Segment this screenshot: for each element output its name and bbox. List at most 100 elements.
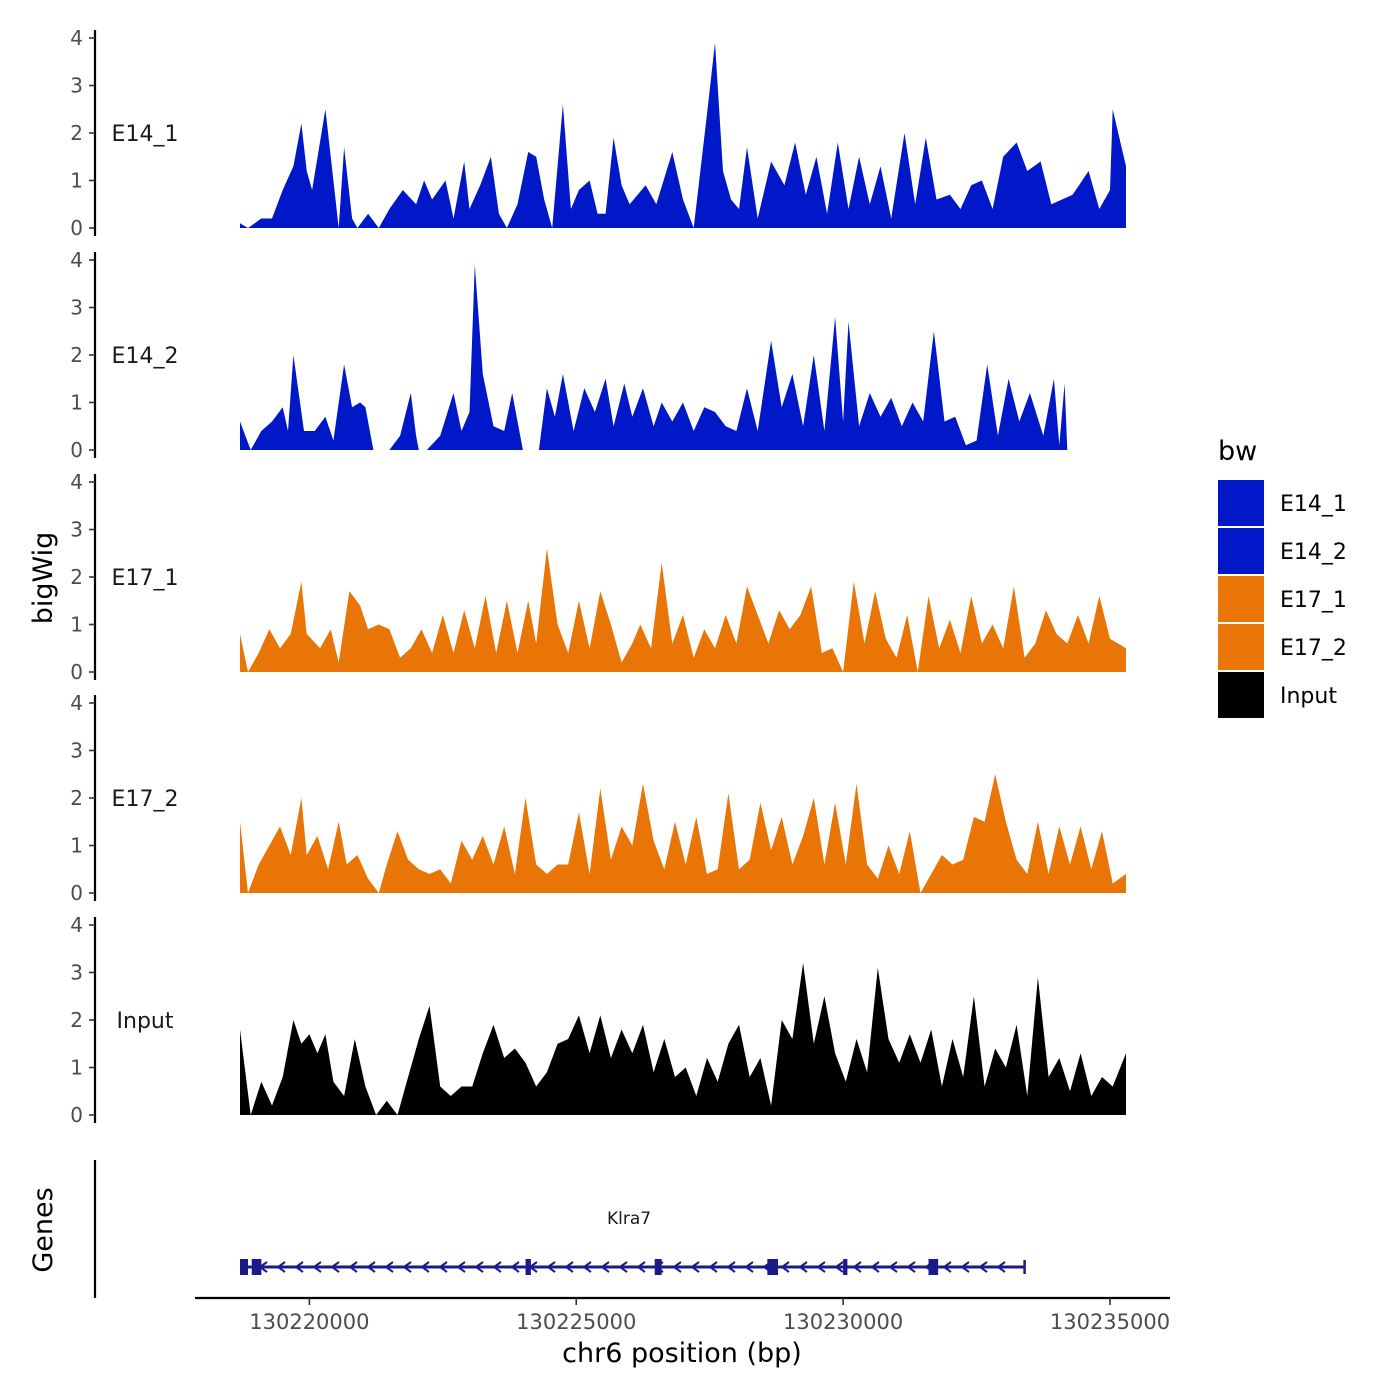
- legend-label: E17_2: [1280, 636, 1347, 661]
- strand-arrow: [870, 1261, 880, 1273]
- y-tick-label: 4: [70, 913, 83, 937]
- strand-arrow: [726, 1261, 736, 1273]
- x-axis: 130220000 130225000 130230000 130235000: [195, 1296, 1170, 1334]
- strand-arrow: [906, 1261, 916, 1273]
- exon: [843, 1259, 848, 1275]
- strand-arrow: [744, 1261, 754, 1273]
- y-tick-label: 2: [70, 343, 83, 367]
- x-tick-label: 130220000: [249, 1310, 369, 1334]
- y-tick-label: 1: [70, 169, 83, 193]
- legend-label: E14_1: [1280, 492, 1347, 517]
- strand-arrow: [456, 1261, 466, 1273]
- y-tick-label: 3: [70, 961, 83, 985]
- strand-arrow: [330, 1261, 340, 1273]
- track-E14_2: 0 1 2 3 4 E14_2: [70, 248, 1068, 462]
- y-tick-label: 3: [70, 296, 83, 320]
- track-E14_1: 0 1 2 3 4 E14_1: [70, 26, 1126, 240]
- y-tick-label: 4: [70, 248, 83, 272]
- legend-swatch: [1218, 480, 1264, 526]
- strand-arrow: [852, 1261, 862, 1273]
- strand-arrow: [384, 1261, 394, 1273]
- signal-area-E14_1: [240, 42, 1126, 228]
- y-tick-label: 4: [70, 470, 83, 494]
- strand-arrow: [942, 1261, 952, 1273]
- legend: bw E14_1 E14_2 E17_1 E17_2 Input: [1218, 436, 1347, 718]
- strand-arrow: [276, 1261, 286, 1273]
- track-label: E14_2: [112, 344, 179, 369]
- track-label: E14_1: [112, 122, 179, 147]
- y-tick-label: 0: [70, 438, 83, 462]
- strand-arrow: [780, 1261, 790, 1273]
- signal-area-E17_2: [240, 774, 1126, 893]
- y-tick-label: 3: [70, 74, 83, 98]
- legend-swatch: [1218, 624, 1264, 670]
- y-tick-label: 1: [70, 613, 83, 637]
- y-tick-label: 1: [70, 391, 83, 415]
- legend-item: E14_1: [1218, 480, 1347, 526]
- y-axis-title: bigWig: [28, 532, 59, 625]
- strand-arrow: [294, 1261, 304, 1273]
- y-tick-label: 0: [70, 1103, 83, 1127]
- strand-arrow: [564, 1261, 574, 1273]
- strand-arrow: [402, 1261, 412, 1273]
- y-tick-label: 0: [70, 216, 83, 240]
- y-tick-label: 2: [70, 786, 83, 810]
- y-tick-label: 2: [70, 121, 83, 145]
- track-E17_1: 0 1 2 3 4 E17_1: [70, 470, 1126, 684]
- y-tick-label: 0: [70, 660, 83, 684]
- strand-arrow: [492, 1261, 502, 1273]
- signal-area-E17_1: [240, 548, 1126, 672]
- strand-arrow: [960, 1261, 970, 1273]
- legend-item: Input: [1218, 672, 1337, 718]
- y-tick-label: 1: [70, 1056, 83, 1080]
- strand-arrow: [690, 1261, 700, 1273]
- track-label: E17_1: [112, 566, 179, 591]
- x-tick-label: 130235000: [1050, 1310, 1170, 1334]
- strand-arrow: [834, 1261, 844, 1273]
- strand-arrow: [582, 1261, 592, 1273]
- exon: [767, 1259, 779, 1275]
- y-tick-label: 0: [70, 881, 83, 905]
- gene-name-label: Klra7: [607, 1209, 651, 1229]
- y-tick-label: 3: [70, 739, 83, 763]
- strand-arrow: [636, 1261, 646, 1273]
- strand-arrow: [996, 1261, 1006, 1273]
- y-tick-label: 1: [70, 834, 83, 858]
- strand-arrow: [474, 1261, 484, 1273]
- gene-track: Klra7: [93, 1160, 1026, 1298]
- exon: [251, 1259, 262, 1275]
- y-tick-label: 2: [70, 565, 83, 589]
- genes-track-title: Genes: [28, 1187, 59, 1272]
- exon: [240, 1259, 249, 1275]
- track-E17_2: 0 1 2 3 4 E17_2: [70, 691, 1126, 905]
- y-tick-label: 3: [70, 518, 83, 542]
- track-Input: 0 1 2 3 4 Input: [70, 913, 1126, 1127]
- track-label: E17_2: [112, 787, 179, 812]
- signal-area-E14_2: [240, 264, 1068, 450]
- strand-arrow: [708, 1261, 718, 1273]
- x-axis-title: chr6 position (bp): [562, 1338, 802, 1369]
- strand-arrow: [888, 1261, 898, 1273]
- x-tick-label: 130225000: [516, 1310, 636, 1334]
- strand-arrow: [510, 1261, 520, 1273]
- strand-arrow: [618, 1261, 628, 1273]
- strand-arrow: [438, 1261, 448, 1273]
- exon: [525, 1259, 531, 1275]
- legend-item: E17_2: [1218, 624, 1347, 670]
- strand-arrow: [312, 1261, 322, 1273]
- legend-label: Input: [1280, 684, 1337, 709]
- legend-swatch: [1218, 528, 1264, 574]
- legend-item: E17_1: [1218, 576, 1347, 622]
- legend-title: bw: [1218, 436, 1257, 467]
- strand-arrow: [420, 1261, 430, 1273]
- legend-swatch: [1218, 576, 1264, 622]
- signal-area-Input: [240, 963, 1126, 1115]
- y-tick-label: 4: [70, 26, 83, 50]
- legend-item: E14_2: [1218, 528, 1347, 574]
- strand-arrow: [366, 1261, 376, 1273]
- y-tick-label: 2: [70, 1008, 83, 1032]
- strand-arrow: [816, 1261, 826, 1273]
- y-tick-label: 4: [70, 691, 83, 715]
- legend-label: E14_2: [1280, 540, 1347, 565]
